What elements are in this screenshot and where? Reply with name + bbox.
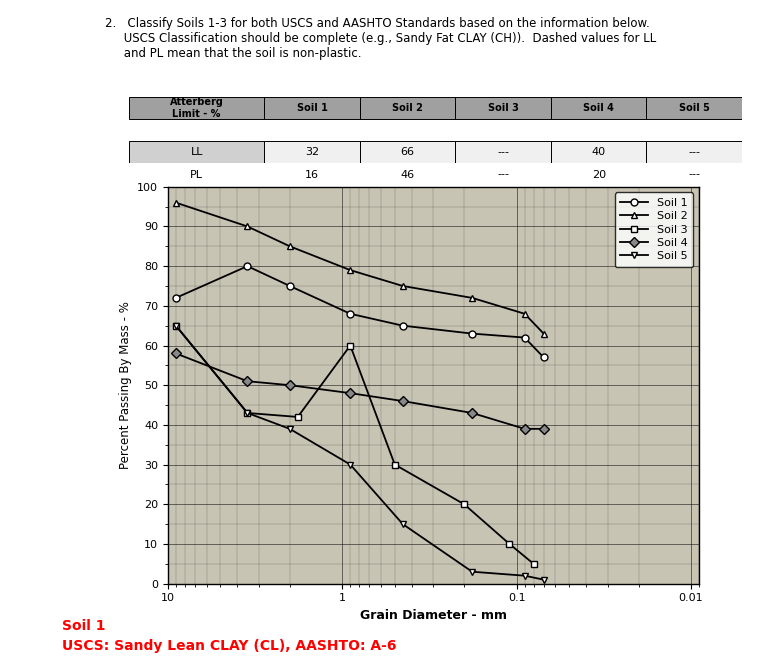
Text: USCS Classification should be complete (e.g., Sandy Fat CLAY (CH)).  Dashed valu: USCS Classification should be complete (… — [105, 32, 657, 45]
Soil 1 — [520, 334, 530, 342]
Soil 1 — [285, 282, 294, 290]
Text: Soil 3: Soil 3 — [488, 103, 519, 113]
Text: Soil 1: Soil 1 — [297, 103, 327, 113]
Bar — [360, 141, 455, 163]
Bar — [455, 97, 551, 119]
Soil 4 — [171, 350, 180, 358]
Bar — [265, 163, 360, 185]
Text: 20: 20 — [592, 169, 606, 179]
Line: Soil 4: Soil 4 — [173, 350, 547, 432]
Line: Soil 3: Soil 3 — [173, 322, 537, 567]
Soil 3 — [459, 500, 469, 508]
Line: Soil 1: Soil 1 — [173, 263, 547, 361]
Bar — [265, 97, 360, 119]
Soil 1 — [171, 294, 180, 302]
Soil 5 — [171, 321, 180, 329]
X-axis label: Grain Diameter - mm: Grain Diameter - mm — [360, 609, 507, 622]
Soil 3 — [505, 540, 514, 548]
Bar — [455, 163, 551, 185]
Soil 5 — [345, 460, 355, 468]
Soil 5 — [539, 576, 548, 584]
Soil 4 — [243, 378, 252, 386]
Bar — [647, 163, 742, 185]
Soil 1 — [468, 329, 477, 338]
Soil 4 — [468, 409, 477, 417]
Soil 4 — [345, 389, 355, 397]
Soil 3 — [390, 460, 399, 468]
Text: 32: 32 — [305, 147, 319, 157]
Text: USCS: Sandy Lean CLAY (CL), AASHTO: A-6: USCS: Sandy Lean CLAY (CL), AASHTO: A-6 — [62, 639, 397, 653]
Text: Soil 1: Soil 1 — [62, 619, 106, 633]
Soil 1 — [539, 354, 548, 362]
Text: Soil 2: Soil 2 — [392, 103, 423, 113]
Soil 4 — [285, 382, 294, 390]
Bar — [551, 163, 647, 185]
Soil 2 — [285, 242, 294, 250]
Soil 2 — [171, 199, 180, 207]
Text: Soil 5: Soil 5 — [679, 103, 710, 113]
Soil 2 — [345, 266, 355, 274]
Text: 16: 16 — [305, 169, 319, 179]
Soil 4 — [398, 397, 408, 405]
Soil 3 — [171, 321, 180, 329]
Bar — [129, 141, 265, 163]
Bar — [265, 141, 360, 163]
Bar — [551, 97, 647, 119]
Legend: Soil 1, Soil 2, Soil 3, Soil 4, Soil 5: Soil 1, Soil 2, Soil 3, Soil 4, Soil 5 — [615, 192, 694, 267]
Soil 5 — [243, 409, 252, 417]
Soil 3 — [345, 342, 355, 350]
Line: Soil 2: Soil 2 — [173, 199, 547, 337]
Soil 4 — [539, 425, 548, 433]
Soil 5 — [468, 568, 477, 576]
Bar — [551, 141, 647, 163]
Bar — [360, 97, 455, 119]
Soil 3 — [529, 560, 538, 568]
Text: 46: 46 — [401, 169, 415, 179]
Soil 1 — [398, 321, 408, 329]
Text: ---: --- — [688, 147, 701, 157]
Text: PL: PL — [190, 169, 203, 179]
Soil 5 — [285, 425, 294, 433]
Text: ---: --- — [497, 147, 509, 157]
Bar — [647, 97, 742, 119]
Y-axis label: Percent Passing By Mass - %: Percent Passing By Mass - % — [119, 301, 132, 469]
Soil 2 — [539, 329, 548, 338]
Soil 3 — [243, 409, 252, 417]
Soil 2 — [398, 282, 408, 290]
Text: and PL mean that the soil is non-plastic.: and PL mean that the soil is non-plastic… — [105, 47, 362, 60]
Bar — [129, 97, 265, 119]
Text: ---: --- — [497, 169, 509, 179]
Text: ---: --- — [688, 169, 701, 179]
Text: Atterberg
Limit - %: Atterberg Limit - % — [169, 97, 223, 119]
Soil 2 — [520, 309, 530, 317]
Text: 40: 40 — [592, 147, 606, 157]
Text: 66: 66 — [401, 147, 415, 157]
Soil 3 — [293, 413, 302, 421]
Soil 2 — [243, 222, 252, 230]
Soil 5 — [520, 572, 530, 580]
Text: 2.   Classify Soils 1-3 for both USCS and AASHTO Standards based on the informat: 2. Classify Soils 1-3 for both USCS and … — [105, 17, 651, 29]
Soil 5 — [398, 520, 408, 528]
Soil 1 — [345, 309, 355, 317]
Text: Soil 4: Soil 4 — [583, 103, 614, 113]
Bar — [647, 141, 742, 163]
Bar — [360, 163, 455, 185]
Line: Soil 5: Soil 5 — [173, 322, 547, 583]
Soil 2 — [468, 294, 477, 302]
Bar — [455, 141, 551, 163]
Text: LL: LL — [191, 147, 203, 157]
Bar — [129, 163, 265, 185]
Soil 1 — [243, 262, 252, 270]
Soil 4 — [520, 425, 530, 433]
